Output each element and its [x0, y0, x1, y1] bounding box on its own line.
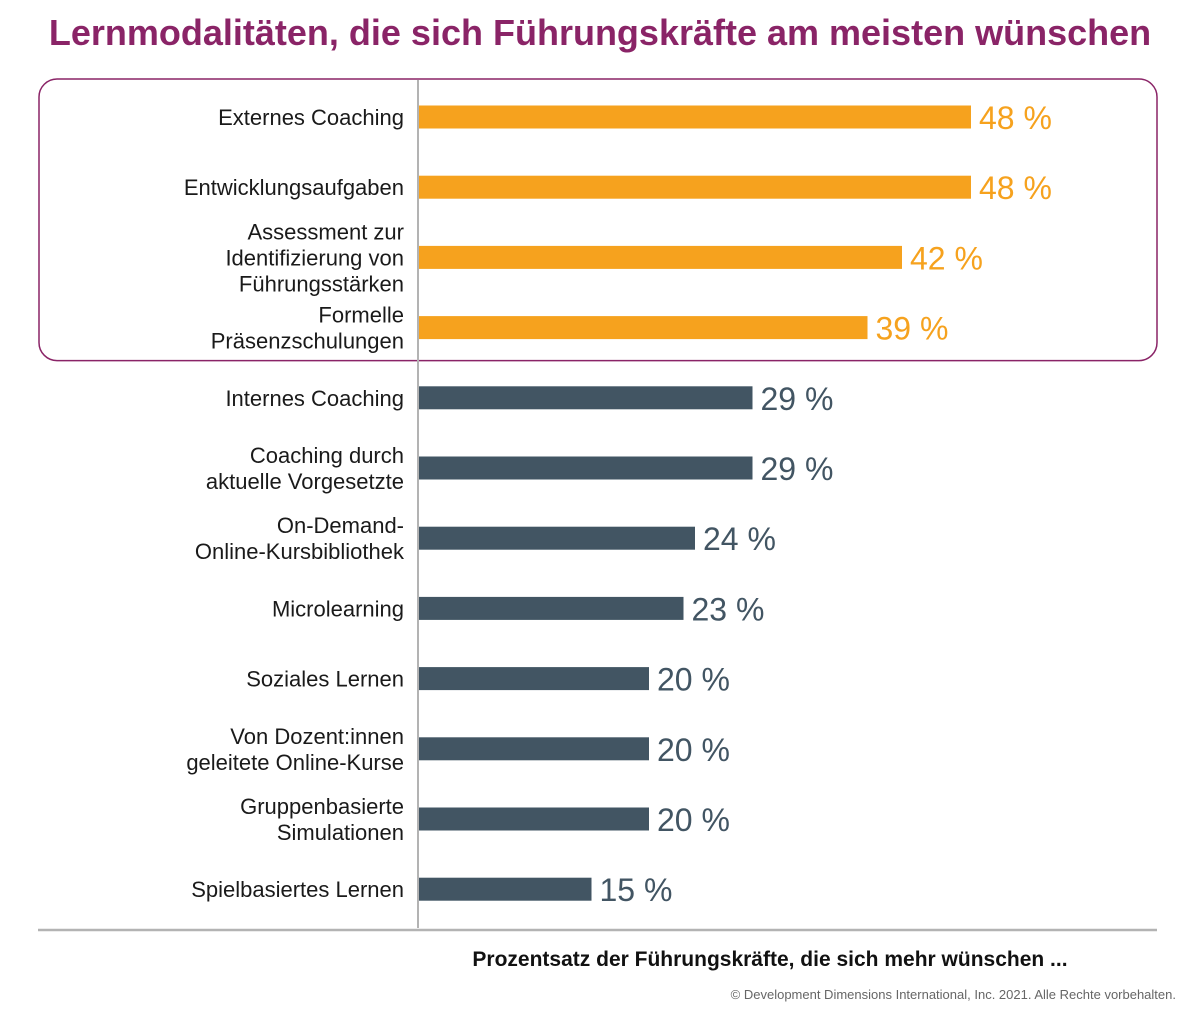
- bar: [419, 386, 753, 410]
- tick-label: Microlearning: [272, 596, 404, 621]
- data-label: 20 %: [657, 802, 730, 838]
- bar: [419, 175, 971, 199]
- tick-label: Externes Coaching: [218, 105, 404, 130]
- bar: [419, 316, 868, 340]
- tick-label: Internes Coaching: [225, 386, 404, 411]
- tick-label: Soziales Lernen: [246, 667, 404, 692]
- tick-label: Gruppenbasierte: [240, 794, 404, 819]
- bar: [419, 807, 649, 831]
- bar: [419, 596, 684, 620]
- data-label: 48 %: [979, 170, 1052, 206]
- data-label: 15 %: [600, 872, 673, 908]
- data-label: 48 %: [979, 100, 1052, 136]
- highlight-frame: [38, 78, 1158, 362]
- tick-label: Führungsstärken: [239, 271, 404, 296]
- tick-label: Coaching durch: [250, 443, 404, 468]
- data-label: 29 %: [761, 381, 834, 417]
- chart-title: Lernmodalitäten, die sich Führungskräfte…: [48, 12, 1152, 53]
- copyright-notice: © Development Dimensions International, …: [730, 987, 1176, 1002]
- bar: [419, 526, 695, 550]
- bar: [419, 105, 971, 129]
- data-label: 29 %: [761, 451, 834, 487]
- bar: [419, 245, 902, 269]
- tick-label: Identifizierung von: [225, 245, 404, 270]
- bar: [419, 667, 649, 691]
- tick-label: Entwicklungsaufgaben: [184, 175, 404, 200]
- tick-label: Assessment zur: [248, 219, 405, 244]
- data-label: 20 %: [657, 732, 730, 768]
- data-label: 42 %: [910, 240, 983, 276]
- data-label: 23 %: [692, 591, 765, 627]
- data-label: 39 %: [876, 311, 949, 347]
- tick-label: Formelle: [318, 303, 404, 328]
- x-axis-title: Prozentsatz der Führungskräfte, die sich…: [472, 948, 1068, 971]
- bar: [419, 877, 592, 901]
- tick-label: geleitete Online-Kurse: [186, 750, 404, 775]
- tick-label: Online-Kursbibliothek: [195, 539, 405, 564]
- tick-label: Spielbasiertes Lernen: [191, 877, 404, 902]
- bar: [419, 737, 649, 761]
- data-label: 24 %: [703, 521, 776, 557]
- tick-label: On-Demand-: [277, 513, 404, 538]
- tick-label: Simulationen: [277, 820, 404, 845]
- tick-label: Von Dozent:innen: [230, 724, 404, 749]
- bar: [419, 456, 753, 480]
- data-label: 20 %: [657, 662, 730, 698]
- tick-label: aktuelle Vorgesetzte: [206, 469, 404, 494]
- tick-label: Präsenzschulungen: [211, 329, 404, 354]
